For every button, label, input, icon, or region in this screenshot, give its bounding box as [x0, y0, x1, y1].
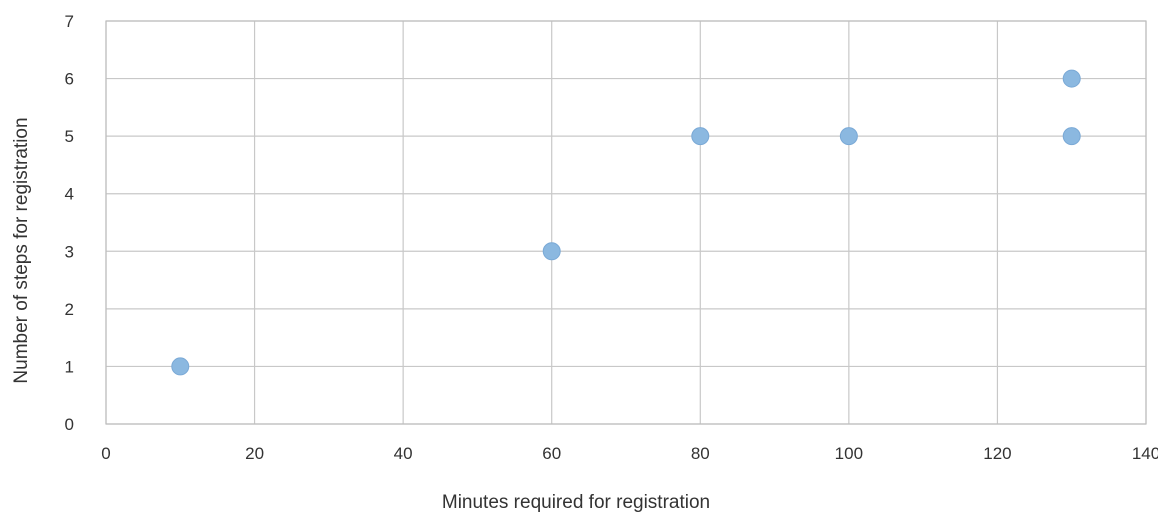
y-tick-label: 1 — [65, 357, 74, 376]
plot-frame — [105, 20, 1147, 425]
data-point — [171, 357, 190, 376]
x-tick-label: 0 — [101, 444, 110, 463]
grid-layer — [105, 20, 1147, 425]
x-axis-ticks: 0 20 40 60 80 100 120 140 — [101, 444, 1158, 463]
x-tick-label: 120 — [983, 444, 1011, 463]
y-tick-label: 5 — [65, 127, 74, 146]
data-point — [542, 242, 561, 261]
data-point — [1062, 127, 1081, 146]
y-tick-label: 2 — [65, 300, 74, 319]
y-axis-title: Number of steps for registration — [11, 117, 32, 383]
x-tick-label: 80 — [691, 444, 710, 463]
y-tick-label: 0 — [65, 415, 74, 434]
y-tick-label: 6 — [65, 70, 74, 89]
y-tick-label: 4 — [65, 185, 74, 204]
y-tick-label: 7 — [65, 12, 74, 31]
x-tick-label: 140 — [1132, 444, 1158, 463]
data-point — [839, 127, 858, 146]
y-tick-label: 3 — [65, 242, 74, 261]
x-tick-label: 20 — [245, 444, 264, 463]
data-point — [691, 127, 710, 146]
data-points — [171, 69, 1081, 376]
x-axis-title: Minutes required for registration — [442, 492, 710, 513]
x-tick-label: 100 — [835, 444, 863, 463]
y-axis-ticks: 0 1 2 3 4 5 6 7 — [65, 12, 74, 434]
x-tick-label: 40 — [394, 444, 413, 463]
x-tick-label: 60 — [542, 444, 561, 463]
data-point — [1062, 69, 1081, 88]
